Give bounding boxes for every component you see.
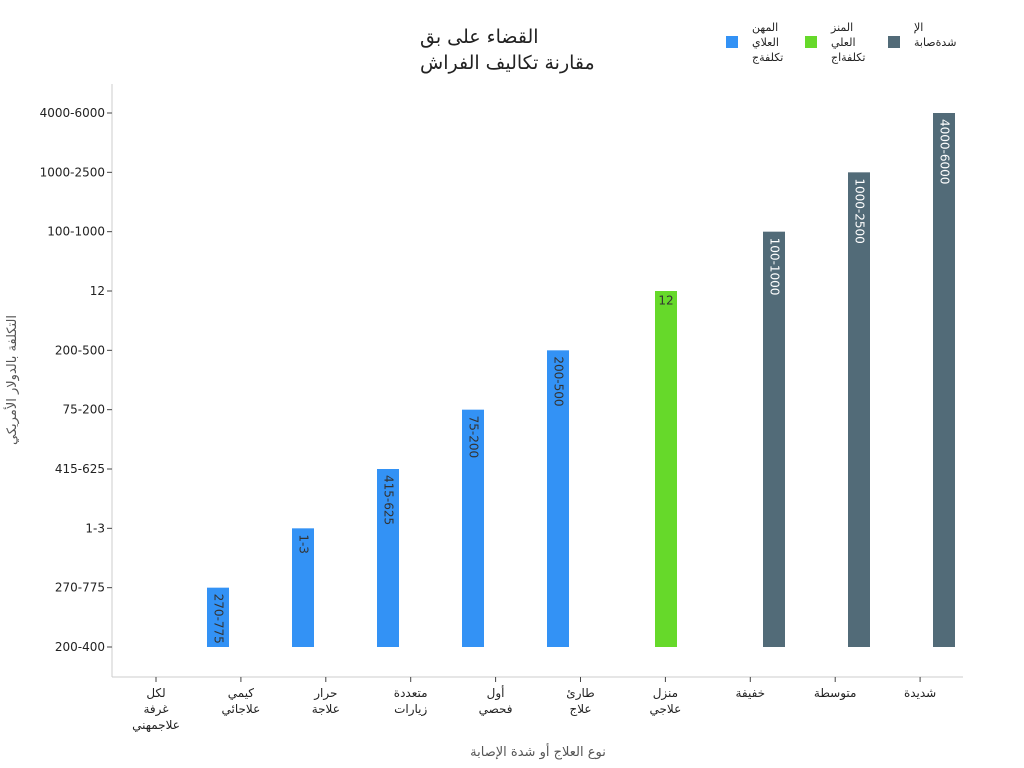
y-tick-label: 4000-6000: [40, 106, 105, 120]
legend-label: تكلفةاج: [831, 51, 865, 64]
x-axis-title: نوع العلاج أو شدة الإصابة: [470, 743, 606, 760]
legend-label: تكلفةج: [752, 51, 783, 64]
legend-label: العلاي: [752, 36, 779, 49]
bar-data-label: 1-3: [297, 534, 311, 554]
bar: [462, 409, 484, 647]
x-tick-label: كيمي: [228, 686, 255, 700]
y-tick-label: 1000-2500: [40, 165, 105, 179]
legend-label: العلي: [831, 36, 856, 49]
x-tick-label: متعددة: [394, 686, 428, 700]
y-axis-title: التكلفة بالدولار الأمريكي: [3, 315, 20, 445]
legend-swatch: [805, 36, 817, 48]
x-tick-label: علاج: [569, 702, 591, 716]
y-tick-label: 415-625: [55, 462, 105, 476]
y-tick-label: 270-775: [55, 581, 105, 595]
legend-label: الإ: [914, 21, 923, 34]
y-tick-label: 1-3: [85, 521, 105, 535]
y-axis-ticks: 200-400 270-775 1-3 415-625 75-200 200-500 12 1…: [40, 106, 112, 654]
bar-data-label: 100-1000: [768, 238, 782, 296]
y-tick-label: 200-400: [55, 640, 105, 654]
x-tick-label: أول: [487, 685, 505, 701]
x-tick-label: متوسطة: [814, 686, 857, 701]
bar: [377, 469, 399, 647]
x-tick-label: فحصي: [479, 702, 513, 716]
y-tick-label: 100-1000: [47, 225, 105, 239]
bar: [207, 587, 229, 647]
bar-data-label: 12: [658, 294, 673, 308]
bar: [292, 528, 314, 647]
x-tick-label: علاجي: [650, 702, 682, 716]
legend-label: المنز: [830, 21, 853, 34]
x-tick-label: لكل: [146, 686, 165, 700]
legend-swatch: [888, 36, 900, 48]
title-line: القضاء على بق: [420, 26, 539, 48]
bar-data-label: 75-200: [467, 416, 481, 459]
legend-label: شدةصابة: [914, 36, 956, 49]
x-tick-label: خفيفة: [735, 686, 765, 700]
bar-data-label: 1000-2500: [853, 178, 867, 243]
bar: [933, 113, 955, 647]
legend-swatch: [726, 36, 738, 48]
y-tick-label: 75-200: [62, 403, 105, 417]
legend: المهن العلاي تكلفةج المنز العلي تكلفةاج الإ شدة…: [726, 21, 956, 64]
bar: [547, 350, 569, 647]
bar-data-label: 270-775: [212, 594, 226, 644]
x-tick-label: علاجائي: [222, 702, 261, 716]
x-tick-label: حرار: [313, 686, 337, 701]
bar-data-label: 415-625: [382, 475, 396, 525]
axes: [111, 84, 963, 678]
title-line: مقارنة تكاليف الفراش: [420, 52, 595, 74]
x-tick-label: غرفة: [143, 702, 168, 717]
legend-label: المهن: [752, 21, 778, 34]
x-tick-label: منزل: [653, 686, 678, 701]
x-tick-label: شديدة: [904, 686, 936, 700]
x-tick-label: طارئ: [566, 686, 594, 701]
bar: [848, 172, 870, 648]
bar: [763, 231, 785, 647]
y-tick-label: 12: [90, 284, 105, 298]
bar: [655, 291, 677, 647]
x-tick-label: زيارات: [394, 702, 427, 717]
x-tick-label: علاجة: [312, 702, 340, 716]
y-tick-label: 200-500: [55, 343, 105, 357]
bar-data-label: 4000-6000: [938, 119, 952, 184]
chart-title: القضاء على بق مقارنة تكاليف الفراش: [420, 26, 595, 74]
bars: 270-775 1-3 415-625 75-200 200-500 12 100-1000…: [207, 113, 955, 648]
x-tick-label: علاجمهني: [132, 718, 180, 732]
bar-data-label: 200-500: [552, 356, 566, 406]
